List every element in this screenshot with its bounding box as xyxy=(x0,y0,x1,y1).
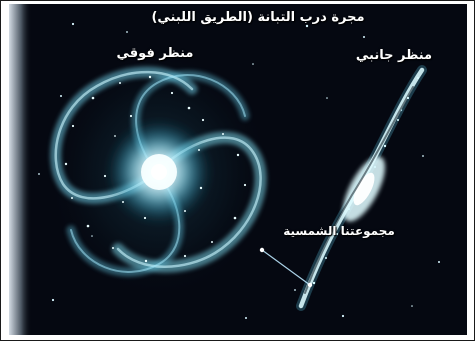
left-edge-glow xyxy=(9,4,31,335)
galaxy-star-field xyxy=(64,75,247,263)
solar-system-label: مجموعتنا الشمسية xyxy=(283,224,395,238)
top-view-galaxy xyxy=(47,50,271,298)
solar-system-pointer xyxy=(259,247,313,288)
top-view-label: منظر فوقي xyxy=(116,46,194,61)
title-label: مجرة درب التبانة (الطريق اللبني) xyxy=(151,10,365,25)
side-view-label: منظر جانبي xyxy=(355,48,433,63)
side-view-stars xyxy=(312,77,419,285)
milky-way-illustration: مجرة درب التبانة (الطريق اللبني) منظر فو… xyxy=(9,4,467,335)
galaxy-artwork xyxy=(9,4,467,335)
side-view-galaxy xyxy=(296,65,427,311)
